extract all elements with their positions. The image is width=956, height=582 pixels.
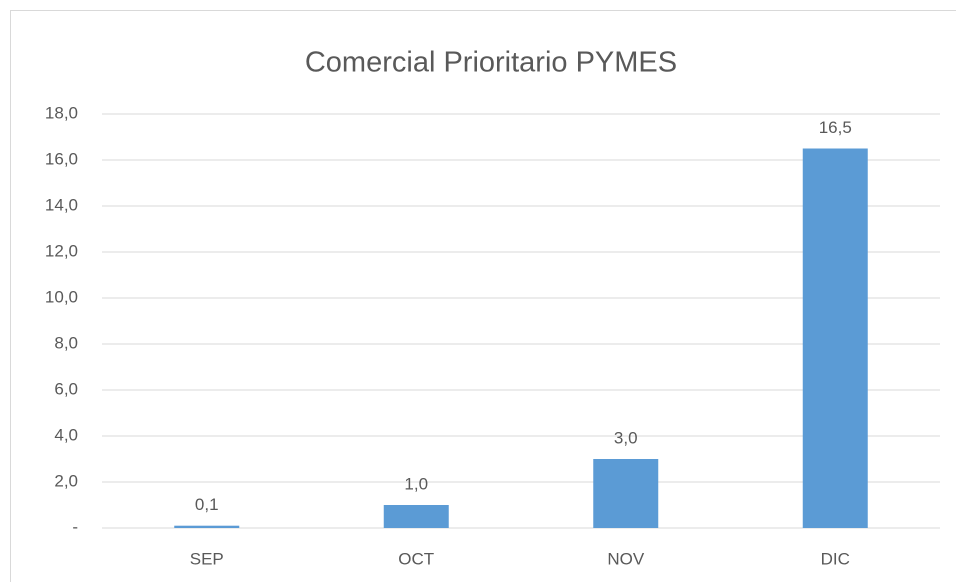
chart-title: Comercial Prioritario PYMES xyxy=(305,47,677,79)
data-label: 16,5 xyxy=(819,118,852,137)
bar xyxy=(802,148,868,528)
data-label: 0,1 xyxy=(195,495,219,514)
y-tick-label: 6,0 xyxy=(54,379,78,398)
x-tick-label: NOV xyxy=(607,549,645,568)
y-tick-label: 14,0 xyxy=(45,195,78,214)
bar xyxy=(383,505,449,528)
bar xyxy=(174,525,240,528)
y-tick-label: 16,0 xyxy=(45,149,78,168)
y-tick-label: - xyxy=(72,517,78,536)
x-tick-label: OCT xyxy=(398,549,434,568)
y-tick-label: 8,0 xyxy=(54,333,78,352)
y-tick-label: 10,0 xyxy=(45,287,78,306)
bar xyxy=(593,459,659,528)
y-tick-label: 18,0 xyxy=(45,103,78,122)
y-tick-label: 12,0 xyxy=(45,241,78,260)
x-tick-label: SEP xyxy=(190,549,224,568)
y-tick-label: 4,0 xyxy=(54,425,78,444)
chart-border xyxy=(10,10,956,582)
y-tick-label: 2,0 xyxy=(54,471,78,490)
data-label: 3,0 xyxy=(614,428,638,447)
data-label: 1,0 xyxy=(404,474,428,493)
x-tick-label: DIC xyxy=(821,549,850,568)
